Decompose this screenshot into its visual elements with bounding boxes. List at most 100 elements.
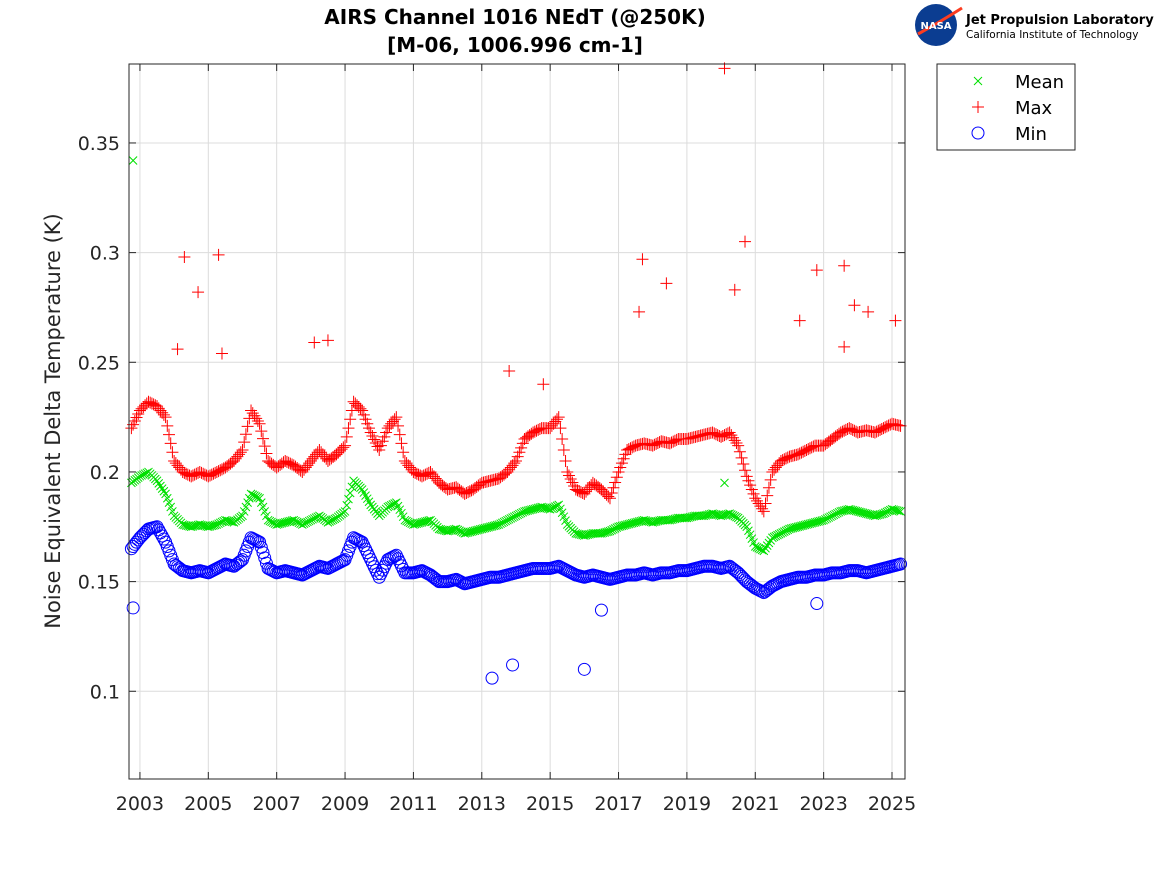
max-point <box>251 415 264 428</box>
max-point <box>559 454 572 467</box>
min-point <box>386 550 400 564</box>
mean-outlier-point <box>720 478 729 488</box>
mean-point <box>243 498 252 508</box>
max-point <box>342 422 355 435</box>
max-point <box>627 440 640 453</box>
legend-marker-max <box>972 101 984 113</box>
mean-point <box>685 512 695 522</box>
mean-point <box>853 507 863 516</box>
mean-point <box>168 507 177 516</box>
max-point <box>368 433 381 446</box>
mean-point <box>803 519 813 529</box>
max-point <box>335 443 348 456</box>
max-point <box>781 451 794 464</box>
mean-point <box>836 507 846 516</box>
mean-point <box>520 507 529 516</box>
mean-point <box>723 509 733 519</box>
mean-point <box>154 478 164 488</box>
max-point <box>844 422 857 435</box>
max-point <box>761 489 774 502</box>
legend-label-max: Max <box>1015 98 1053 119</box>
mean-point <box>788 523 798 533</box>
max-point <box>186 469 199 482</box>
mean-point <box>222 516 232 525</box>
max-point <box>776 454 789 467</box>
series-max <box>125 62 907 518</box>
max-point <box>202 470 215 483</box>
mean-point <box>626 519 635 529</box>
chart-title-line-2: [M-06, 1006.996 cm-1] <box>387 33 643 57</box>
mean-point <box>600 528 610 537</box>
mean-point <box>573 529 582 539</box>
mean-point <box>858 508 868 518</box>
max-point <box>648 438 661 451</box>
max-point <box>246 407 259 420</box>
max-point <box>195 466 208 479</box>
mean-point <box>462 528 471 538</box>
max-point <box>600 488 613 501</box>
max-point <box>180 467 193 480</box>
max-point <box>622 443 635 456</box>
mean-point <box>891 505 900 515</box>
max-outlier-point <box>793 314 806 327</box>
max-point <box>193 465 206 478</box>
mean-point <box>482 523 492 533</box>
max-point <box>250 412 263 425</box>
max-outlier-point <box>838 340 851 353</box>
max-point <box>369 436 382 449</box>
max-point <box>838 424 851 437</box>
mean-point <box>262 511 271 521</box>
max-point <box>874 423 887 436</box>
min-point <box>155 529 169 543</box>
legend-marker-min <box>971 126 985 140</box>
x-tick-label: 2015 <box>526 793 574 815</box>
max-point <box>530 424 543 437</box>
mean-point <box>180 520 189 530</box>
max-point <box>135 402 148 415</box>
max-point <box>807 440 820 453</box>
mean-point <box>156 481 165 491</box>
max-point <box>258 440 271 453</box>
mean-point <box>892 506 902 515</box>
max-point <box>843 422 856 435</box>
max-point <box>663 437 676 450</box>
mean-point <box>619 521 629 530</box>
max-point <box>422 466 435 479</box>
mean-point <box>205 521 215 531</box>
max-point <box>879 421 892 434</box>
nasa-logo-text: NASA <box>920 21 951 32</box>
x-tick-label: 2005 <box>184 793 232 815</box>
mean-point <box>844 504 854 514</box>
mean-point <box>846 505 856 515</box>
mean-point <box>617 521 627 531</box>
mean-point <box>157 484 167 493</box>
mean-point <box>279 518 288 528</box>
mean-point <box>527 505 536 515</box>
max-point <box>872 424 885 437</box>
max-point <box>764 473 777 486</box>
mean-point <box>684 513 693 522</box>
x-tick-label: 2023 <box>799 793 847 815</box>
max-point <box>328 449 341 462</box>
max-point <box>280 455 293 468</box>
mean-point <box>583 530 593 540</box>
mean-point <box>870 511 880 521</box>
max-outlier-point <box>321 334 334 347</box>
max-outlier-point <box>739 235 752 248</box>
max-point <box>552 411 565 424</box>
max-point <box>463 485 476 498</box>
max-point <box>576 487 589 499</box>
mean-point <box>523 506 533 515</box>
legend-marker-mean <box>973 76 983 86</box>
max-outlier-point <box>192 286 205 299</box>
max-point <box>282 456 295 469</box>
min-point <box>124 542 138 556</box>
min-point <box>126 540 140 554</box>
y-axis-label: Noise Equivalent Delta Temperature (K) <box>41 213 65 629</box>
mean-point <box>414 518 423 528</box>
max-point <box>562 469 575 482</box>
max-point <box>257 432 270 445</box>
max-point <box>720 428 733 441</box>
nasa-swoosh-icon <box>917 6 963 36</box>
